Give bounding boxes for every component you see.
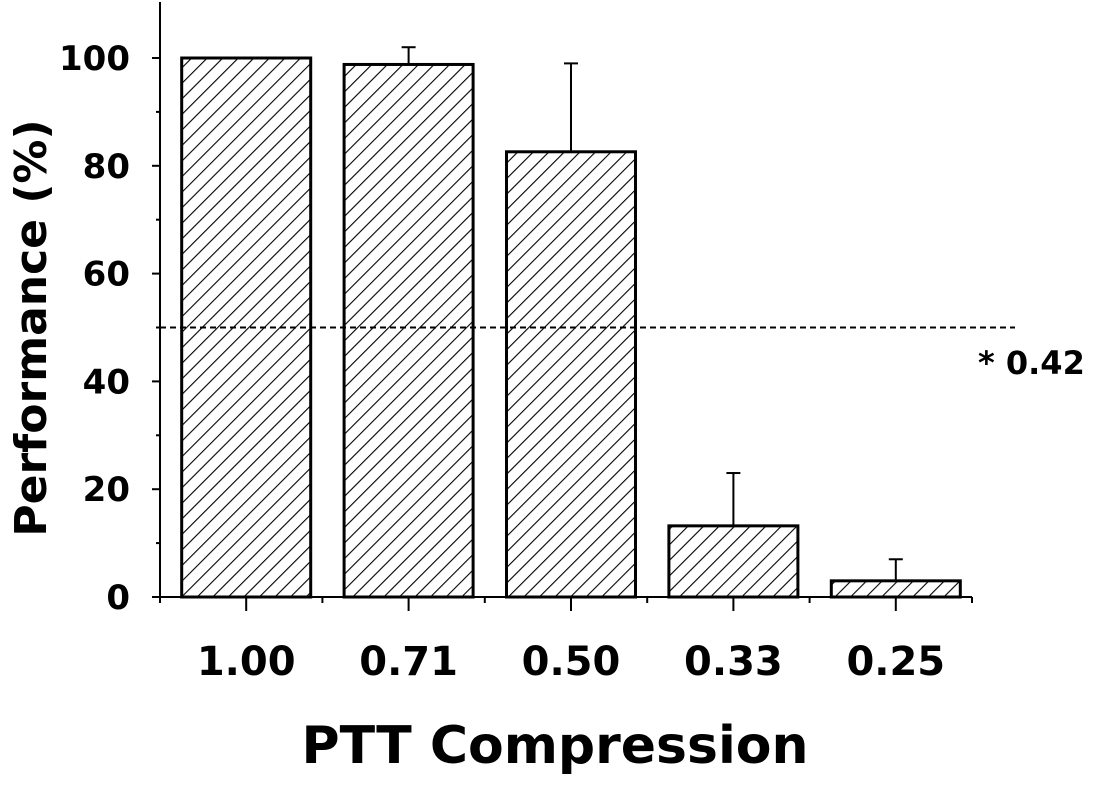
y-tick-label: 100 <box>59 39 130 79</box>
x-tick-label: 1.00 <box>197 639 296 685</box>
y-tick-label: 80 <box>83 147 130 187</box>
bar <box>505 150 637 599</box>
x-tick-label: 0.25 <box>846 639 945 685</box>
bar <box>342 62 475 599</box>
x-axis-label: PTT Compression <box>301 716 808 776</box>
y-tick-label: 40 <box>83 362 130 402</box>
y-tick-label: 60 <box>83 255 130 295</box>
bar <box>667 524 800 599</box>
y-axis-label: Performance (%) <box>6 119 57 536</box>
bar <box>829 579 962 599</box>
x-tick-label: 0.71 <box>359 639 458 685</box>
x-tick-label: 0.50 <box>522 639 621 685</box>
y-tick-label: 0 <box>106 578 130 618</box>
reference-line-label: * 0.42 <box>978 344 1085 382</box>
x-tick-label: 0.33 <box>684 639 783 685</box>
y-tick-label: 20 <box>83 470 130 510</box>
